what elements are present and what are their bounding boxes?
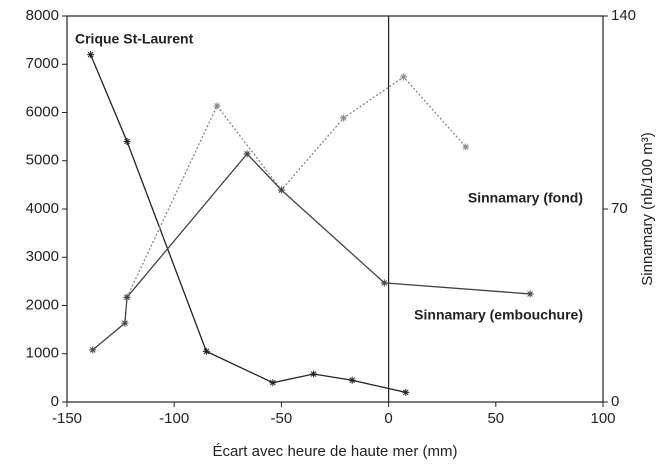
y2-tick-label: 0 <box>611 393 619 410</box>
point-marker <box>400 73 408 81</box>
point-marker <box>89 346 97 354</box>
point-marker <box>121 319 129 327</box>
point-marker <box>202 347 210 355</box>
point-marker <box>277 186 285 194</box>
series-name: Sinnamary (fond) <box>468 190 583 206</box>
y2-tick-label: 140 <box>611 7 636 24</box>
point-marker <box>123 293 131 301</box>
x-tick-label: 0 <box>384 410 392 427</box>
y-tick-label: 2000 <box>26 296 59 313</box>
y2-tick-label: 70 <box>611 200 628 217</box>
y-tick-label: 6000 <box>26 103 59 120</box>
point-marker <box>526 290 534 298</box>
point-marker <box>340 114 348 122</box>
point-marker <box>243 150 251 158</box>
point-marker <box>123 137 131 145</box>
point-marker <box>87 51 95 59</box>
x-tick-label: 50 <box>487 410 504 427</box>
x-tick-label: -150 <box>52 410 82 427</box>
y-tick-label: 5000 <box>26 152 59 169</box>
point-marker <box>380 279 388 287</box>
point-marker <box>213 102 221 110</box>
series-line <box>126 76 467 298</box>
series-name: Crique St-Laurent <box>75 31 194 47</box>
point-marker <box>462 143 470 151</box>
y-tick-label: 4000 <box>26 200 59 217</box>
plot-frame <box>66 15 604 403</box>
point-marker <box>269 379 277 387</box>
y-tick-label: 1000 <box>26 345 59 362</box>
y-tick-label: 7000 <box>26 55 59 72</box>
point-marker <box>348 376 356 384</box>
x-axis-label: Écart avec heure de haute mer (mm) <box>212 443 457 460</box>
y-tick-label: 0 <box>51 393 59 410</box>
x-tick-label: -50 <box>271 410 293 427</box>
series-line <box>89 54 406 393</box>
point-marker <box>402 388 410 396</box>
y-tick-label: 8000 <box>26 7 59 24</box>
x-tick-label: 100 <box>590 410 615 427</box>
y2-axis-label: Sinnamary (nb/100 m³) <box>639 132 656 285</box>
x-tick-label: -100 <box>159 410 189 427</box>
series-name: Sinnamary (embouchure) <box>414 307 583 323</box>
point-marker <box>310 370 318 378</box>
y-tick-label: 3000 <box>26 248 59 265</box>
